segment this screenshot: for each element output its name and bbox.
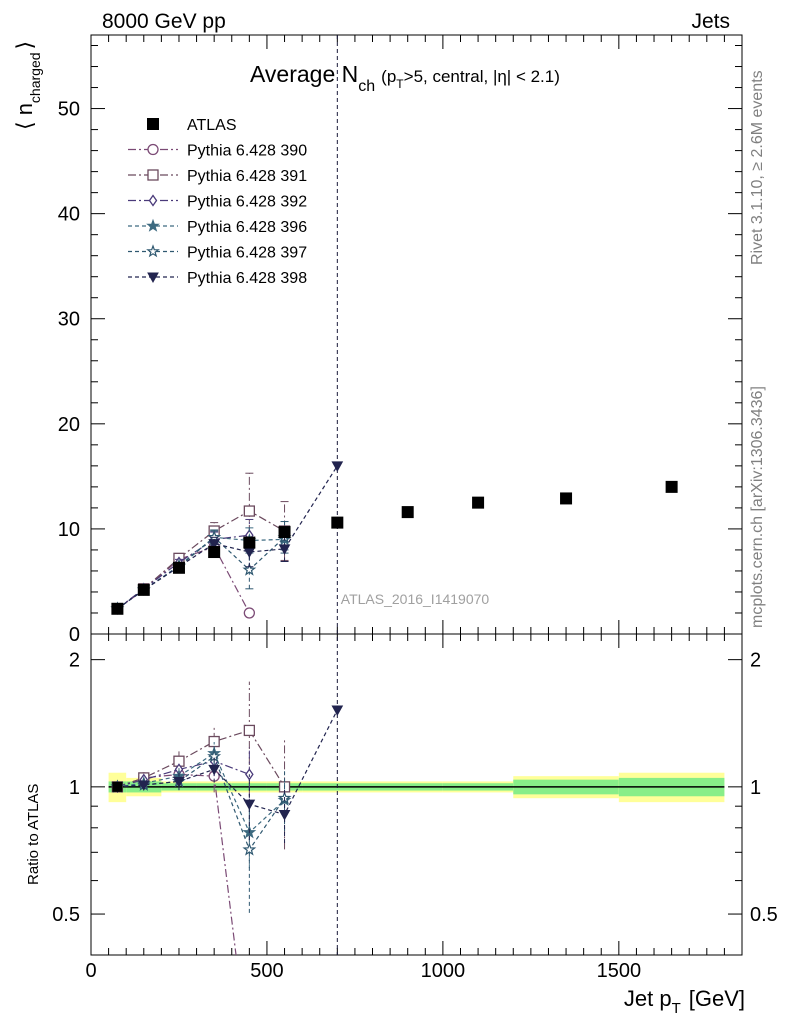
x-tick-label: 1000: [421, 960, 466, 982]
y-tick-label: 0: [69, 624, 80, 646]
ratio-y-axis-label: Ratio to ATLAS: [25, 784, 42, 885]
ratio-tick-label-right: 2: [750, 650, 761, 672]
atlas-uncertainty-bands: [108, 772, 725, 803]
ratio-series-line: [117, 709, 338, 816]
ratio-series: [110, 681, 344, 955]
atlas-point: [665, 480, 678, 493]
atlas-point: [560, 492, 573, 505]
legend-marker: [147, 143, 159, 156]
legend-marker: [148, 194, 158, 207]
ratio-point: [137, 780, 150, 792]
ratio-tick-label: 0.5: [52, 904, 80, 926]
ratio-point: [243, 724, 256, 737]
series-line: [117, 536, 285, 610]
series-point: [242, 562, 257, 576]
ratio-tick-label: 2: [69, 650, 80, 672]
ratio-tick-label-right: 1: [750, 777, 761, 799]
ratio-tick-label-right: 0.5: [750, 904, 778, 926]
atlas-point: [111, 602, 124, 615]
legend: ATLAS Pythia 6.428 390 Pythia 6.428 391 Pyt…: [128, 117, 307, 287]
atlas-data-points: [111, 480, 678, 615]
y-tick-label: 20: [58, 414, 80, 436]
y-tick-label: 40: [58, 204, 80, 226]
series-point: [331, 461, 344, 472]
atlas-point: [331, 516, 344, 529]
x-axis-label: Jet pT [GeV]: [624, 986, 745, 1017]
atlas-point: [243, 536, 256, 549]
axis-ticks: 0 500 1000 1500 0 10 20 30 40 50 0.5 0.5 1 1 2 2: [52, 35, 778, 982]
analysis-id-label: ATLAS_2016_I1419070: [341, 591, 490, 607]
y-axis-label: ⟨ ncharged⟩: [12, 41, 43, 130]
header-right: Jets: [691, 10, 730, 33]
atlas-ratio-point: [112, 781, 123, 792]
x-tick-label: 0: [85, 960, 96, 982]
ratio-clipped-group: [110, 681, 344, 955]
legend-label: Pythia 6.428 390: [187, 143, 307, 160]
atlas-point: [401, 506, 414, 519]
chart-title: Average Nch(pT>5, central, |η| < 2.1): [250, 61, 560, 95]
rivet-version-label: Rivet 3.1.10, ≥ 2.6M events: [749, 70, 766, 265]
legend-marker: [146, 244, 160, 258]
ratio-point: [331, 705, 344, 717]
atlas-point: [208, 546, 221, 559]
mcplots-label: mcplots.cern.ch [arXiv:1306.3436]: [749, 386, 766, 628]
ratio-point: [208, 735, 220, 748]
atlas-point: [278, 526, 291, 539]
ratio-tick-label: 1: [69, 777, 80, 799]
legend-label: Pythia 6.428 397: [187, 245, 307, 262]
legend-label-atlas: ATLAS: [187, 117, 237, 134]
ratio-panel-frame: [90, 633, 743, 956]
legend-label: Pythia 6.428 391: [187, 168, 307, 185]
ratio-point: [242, 842, 257, 856]
x-tick-label: 500: [250, 960, 283, 982]
legend-label: Pythia 6.428 392: [187, 194, 307, 211]
legend-marker: [147, 272, 159, 284]
legend-marker: [146, 218, 160, 232]
atlas-point: [472, 496, 485, 509]
y-tick-label: 10: [58, 519, 80, 541]
ratio-point: [208, 764, 221, 776]
ratio-point: [243, 799, 256, 811]
ratio-series-line: [117, 755, 285, 851]
ratio-series-line: [117, 773, 237, 955]
legend-label: Pythia 6.428 398: [187, 270, 307, 287]
legend-marker: [147, 169, 159, 181]
series-point: [243, 505, 256, 517]
ratio-point: [173, 776, 185, 788]
legend-marker-atlas: [147, 118, 159, 130]
atlas-point: [137, 583, 150, 596]
x-tick-label: 1500: [597, 960, 642, 982]
y-tick-label: 30: [58, 309, 80, 331]
y-tick-label: 50: [58, 99, 80, 121]
series-point: [278, 544, 291, 555]
atlas-point: [172, 561, 185, 574]
series-point: [243, 547, 256, 559]
series-point: [208, 539, 221, 550]
legend-label: Pythia 6.428 396: [187, 219, 307, 236]
ratio-point: [278, 810, 291, 821]
series-point: [243, 607, 256, 619]
header-left: 8000 GeV pp: [102, 10, 226, 33]
